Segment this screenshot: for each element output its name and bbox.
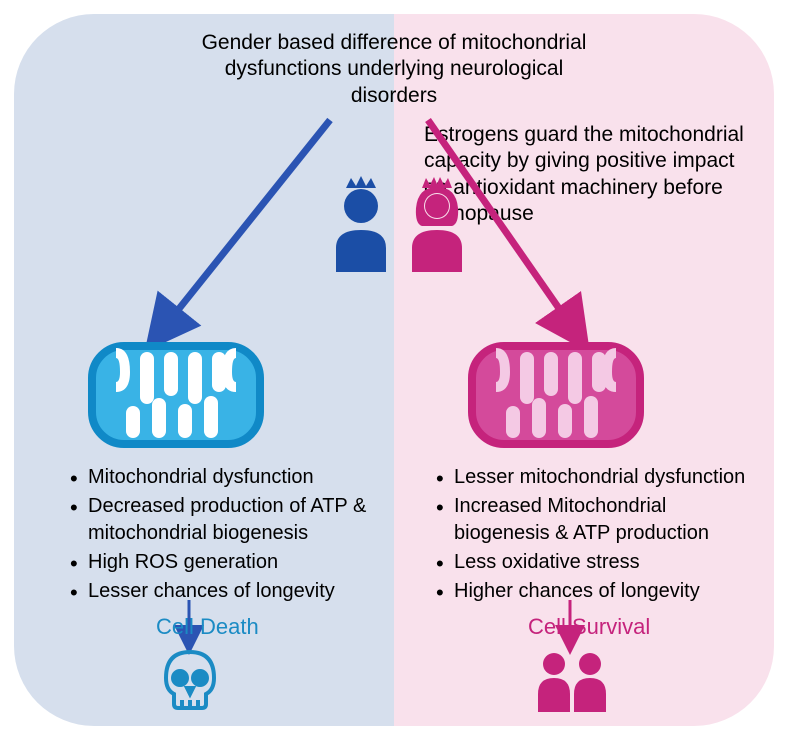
skull-icon [154, 646, 226, 718]
male-person-icon [326, 176, 396, 272]
cell-survival-icon [532, 646, 612, 718]
male-bullet-list: Mitochondrial dysfunction Decreased prod… [66, 464, 396, 607]
outcome-left-label: Cell Death [156, 614, 259, 640]
female-bullet-list: Lesser mitochondrial dysfunction Increas… [432, 464, 762, 607]
list-item: Lesser mitochondrial dysfunction [432, 464, 762, 491]
list-item: High ROS generation [66, 549, 396, 576]
list-item: Less oxidative stress [432, 549, 762, 576]
female-mitochondrion-icon [466, 340, 646, 450]
list-item: Lesser chances of longevity [66, 578, 396, 605]
list-item: Higher chances of longevity [432, 578, 762, 605]
list-item: Increased Mitochondrial biogenesis & ATP… [432, 493, 762, 547]
outcome-right-label: Cell Survival [528, 614, 650, 640]
list-item: Decreased production of ATP & mitochondr… [66, 493, 396, 547]
diagram-canvas: Gender based difference of mitochondrial… [14, 14, 774, 726]
list-item: Mitochondrial dysfunction [66, 464, 396, 491]
female-person-icon [402, 176, 472, 272]
male-mitochondrion-icon [86, 340, 266, 450]
